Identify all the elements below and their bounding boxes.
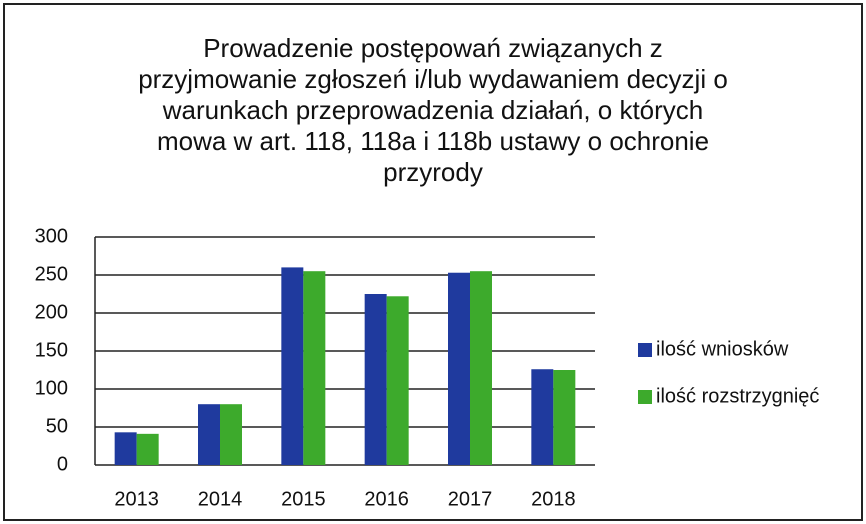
bar — [303, 271, 326, 465]
bar — [553, 370, 576, 465]
chart-title: warunkach przeprowadzenia działań, o któ… — [162, 95, 704, 125]
y-tick-label: 300 — [35, 225, 68, 247]
chart-title: przyjmowanie zgłoszeń i/lub wydawaniem d… — [138, 64, 728, 94]
chart-title: mowa w art. 118, 118a i 118b ustawy o oc… — [157, 126, 709, 156]
legend-label: ilość rozstrzygnięć — [656, 385, 819, 407]
x-tick-label: 2015 — [281, 488, 326, 510]
y-tick-label: 200 — [35, 301, 68, 323]
bar — [531, 369, 554, 465]
bar — [448, 272, 470, 465]
bar — [281, 267, 304, 465]
bar — [220, 404, 242, 465]
x-tick-label: 2013 — [114, 488, 159, 510]
chart-title: Prowadzenie postępowań związanych z — [203, 33, 663, 63]
y-tick-label: 150 — [35, 339, 68, 361]
legend-swatch — [638, 390, 652, 404]
bar — [114, 432, 137, 465]
y-tick-label: 0 — [57, 453, 68, 475]
legend-swatch — [638, 343, 652, 357]
y-tick-label: 100 — [35, 377, 68, 399]
x-tick-label: 2016 — [364, 488, 409, 510]
y-tick-label: 50 — [46, 415, 68, 437]
x-tick-label: 2014 — [198, 488, 243, 510]
bar — [136, 433, 159, 465]
bar — [364, 294, 387, 465]
x-tick-label: 2017 — [448, 488, 493, 510]
bar — [470, 271, 492, 465]
chart-title: przyrody — [383, 157, 483, 187]
legend-label: ilość wniosków — [656, 338, 789, 360]
x-tick-label: 2018 — [531, 488, 576, 510]
y-tick-label: 250 — [35, 263, 68, 285]
bar — [386, 296, 409, 465]
bar — [198, 404, 220, 465]
